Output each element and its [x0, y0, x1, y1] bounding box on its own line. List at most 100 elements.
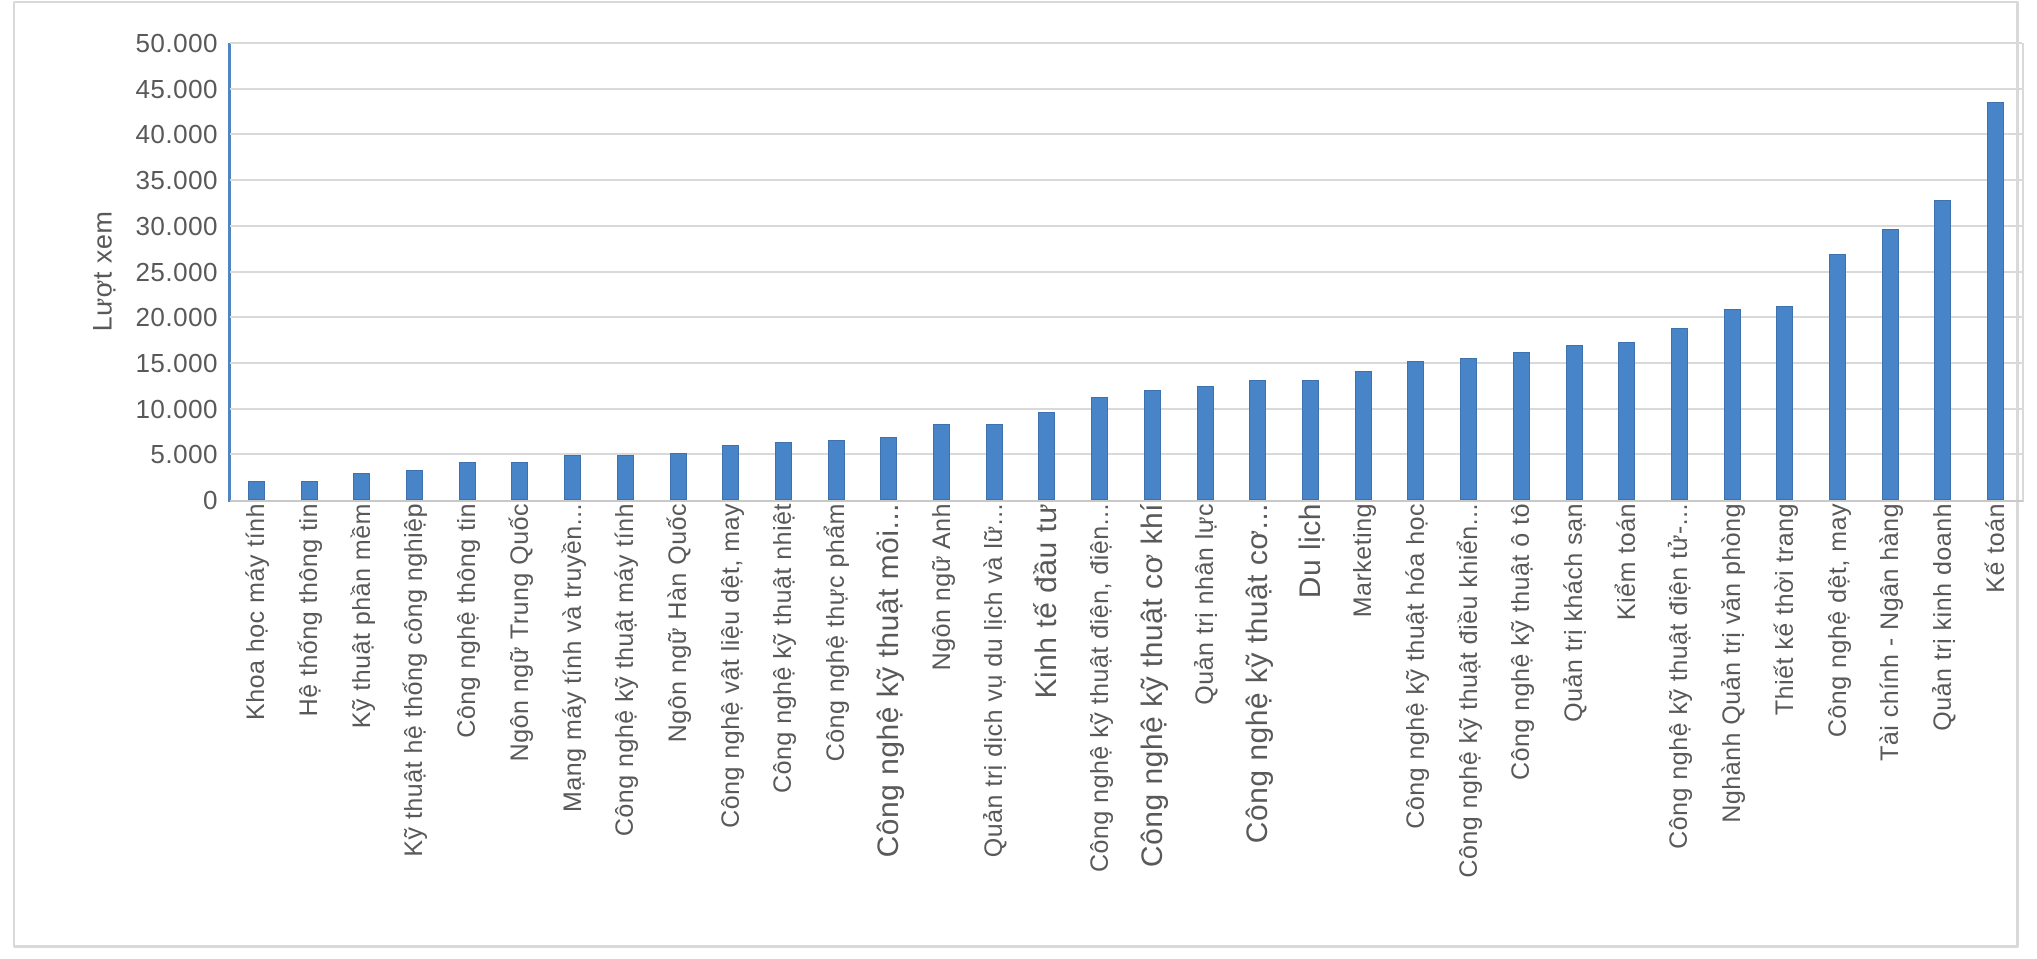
- x-axis-label-text: Kế toán: [1981, 503, 2010, 593]
- x-axis-label: Mạng máy tính và truyền...: [546, 503, 599, 944]
- bar: [1670, 328, 1688, 500]
- bar: [1776, 306, 1794, 500]
- bar: [1249, 380, 1267, 500]
- bar: [564, 455, 582, 500]
- bar: [1987, 101, 2005, 500]
- x-axis-label-text: Kinh tế đầu tư: [1030, 503, 1064, 699]
- x-axis-label-text: Nghành Quản trị văn phòng: [1718, 503, 1747, 823]
- x-axis-label: Quản trị kinh doanh: [1917, 503, 1970, 944]
- x-axis-label: Du lịch: [1284, 503, 1337, 944]
- x-axis-label-text: Công nghệ kỹ thuật cơ...: [1240, 503, 1274, 844]
- x-axis-label-text: Kiểm toán: [1612, 503, 1641, 621]
- bar: [1407, 361, 1425, 500]
- x-axis-labels: Khoa học máy tính Hệ thống thông tin Kỹ th…: [230, 503, 2022, 946]
- gridline: [230, 179, 2022, 182]
- y-tick-label: 35.000: [135, 165, 218, 196]
- gridline: [230, 361, 2022, 364]
- x-axis-label-text: Du lịch: [1293, 503, 1327, 599]
- x-axis-label-text: Công nghệ kỹ thuật điện, điện...: [1085, 503, 1114, 873]
- gridline: [230, 224, 2022, 227]
- x-axis-label-text: Kỹ thuật phần mềm: [347, 503, 376, 729]
- x-axis-label-text: Mạng máy tính và truyền...: [558, 503, 587, 812]
- gridline: [230, 407, 2022, 410]
- x-axis-label-text: Công nghệ vật liệu dệt, may: [716, 503, 745, 828]
- x-axis-label: Công nghệ kỹ thuật máy tính: [599, 503, 652, 944]
- x-axis-label: Công nghệ thực phẩm: [810, 503, 863, 944]
- x-axis-label-text: Ngôn ngữ Anh: [927, 503, 956, 671]
- x-axis-label-text: Hệ thống thông tin: [295, 503, 324, 717]
- gridline: [230, 270, 2022, 273]
- x-axis-label: Khoa học máy tính: [230, 503, 283, 944]
- bar: [880, 436, 898, 500]
- x-axis-label: Công nghệ kỹ thuật điện tử-...: [1653, 503, 1706, 944]
- x-axis-label: Hệ thống thông tin: [283, 503, 336, 944]
- x-axis-label-text: Quản trị nhân lực: [1191, 503, 1220, 705]
- x-axis-label-text: Công nghệ kỹ thuật hóa học: [1401, 503, 1430, 829]
- bar: [1091, 396, 1109, 500]
- x-axis-label: Ngôn ngữ Hàn Quốc: [652, 503, 705, 944]
- x-axis-label: Ngôn ngữ Anh: [915, 503, 968, 944]
- x-axis-label: Công nghệ kỹ thuật môi...: [863, 503, 916, 944]
- x-axis-label: Kỹ thuật phần mềm: [335, 503, 388, 944]
- x-axis-label-text: Ngôn ngữ Trung Quốc: [505, 503, 534, 762]
- x-axis-label: Công nghệ kỹ thuật cơ...: [1231, 503, 1284, 944]
- bar: [458, 461, 476, 500]
- bar: [722, 445, 740, 500]
- x-axis-label-text: Công nghệ kỹ thuật ô tô: [1507, 503, 1536, 780]
- bar: [300, 480, 318, 500]
- bar: [985, 424, 1003, 500]
- x-axis-label-text: Marketing: [1349, 503, 1378, 618]
- x-axis-label: Kế toán: [1969, 503, 2022, 944]
- y-tick-label: 30.000: [135, 210, 218, 241]
- x-axis-label-text: Công nghệ thực phẩm: [822, 503, 851, 762]
- x-axis-label: Nghành Quản trị văn phòng: [1706, 503, 1759, 944]
- gridline: [230, 133, 2022, 136]
- chart-frame: Lượt xem 50.000 45.000 40.000 35.000 30.000 2…: [13, 1, 2024, 948]
- x-axis-label: Quản trị dịch vụ du lịch và lữ...: [968, 503, 1021, 944]
- x-axis-label: Tài chính - Ngân hàng: [1864, 503, 1917, 944]
- x-axis-label: Quản trị nhân lực: [1179, 503, 1232, 944]
- x-axis-label: Quản trị khách sạn: [1548, 503, 1601, 944]
- x-axis-label-text: Quản trị dịch vụ du lịch và lữ...: [980, 503, 1009, 858]
- bar: [1038, 412, 1056, 500]
- x-axis-label: Kỹ thuật hệ thống công nghiệp: [388, 503, 441, 944]
- bar: [1881, 228, 1899, 500]
- x-axis-label-text: Công nghệ dệt, may: [1823, 503, 1852, 738]
- bar: [1565, 344, 1583, 500]
- bar: [1512, 351, 1530, 500]
- bar: [1354, 371, 1372, 500]
- y-tick-label: 5.000: [150, 439, 218, 470]
- x-axis-label-text: Quản trị kinh doanh: [1928, 503, 1957, 731]
- x-axis-label: Công nghệ dệt, may: [1811, 503, 1864, 944]
- x-axis-label: Công nghệ kỹ thuật điều khiển...: [1442, 503, 1495, 944]
- x-axis-label: Thiết kế thời trang: [1759, 503, 1812, 944]
- bar: [1723, 309, 1741, 500]
- bar: [353, 472, 371, 500]
- bar: [827, 439, 845, 500]
- x-axis-label: Kiểm toán: [1600, 503, 1653, 944]
- x-axis-label-text: Công nghệ kỹ thuật môi...: [872, 503, 906, 858]
- bar: [1460, 358, 1478, 500]
- gridline: [230, 316, 2022, 319]
- y-tick-label: 50.000: [135, 28, 218, 58]
- x-axis-label: Ngôn ngữ Trung Quốc: [494, 503, 547, 944]
- x-axis-label-text: Công nghệ kỹ thuật điều khiển...: [1454, 503, 1483, 878]
- y-tick-label: 15.000: [135, 347, 218, 378]
- bar: [1143, 390, 1161, 500]
- y-axis-line: [228, 43, 231, 502]
- y-tick-label: 10.000: [135, 393, 218, 424]
- x-axis-label: Kinh tế đầu tư: [1021, 503, 1074, 944]
- bar: [1934, 200, 1952, 500]
- bar: [933, 424, 950, 500]
- bar: [616, 455, 634, 500]
- x-axis-label-text: Quản trị khách sạn: [1559, 503, 1588, 722]
- gridline: [230, 87, 2022, 90]
- x-axis-label-text: Công nghệ kỹ thuật điện tử-...: [1665, 503, 1694, 849]
- y-tick-label: 0: [203, 485, 218, 515]
- y-tick-label: 45.000: [135, 73, 218, 104]
- x-axis-label: Marketing: [1337, 503, 1390, 944]
- plot-area: [230, 42, 2024, 502]
- x-axis-label-text: Ngôn ngữ Hàn Quốc: [663, 503, 692, 743]
- bar: [669, 453, 687, 500]
